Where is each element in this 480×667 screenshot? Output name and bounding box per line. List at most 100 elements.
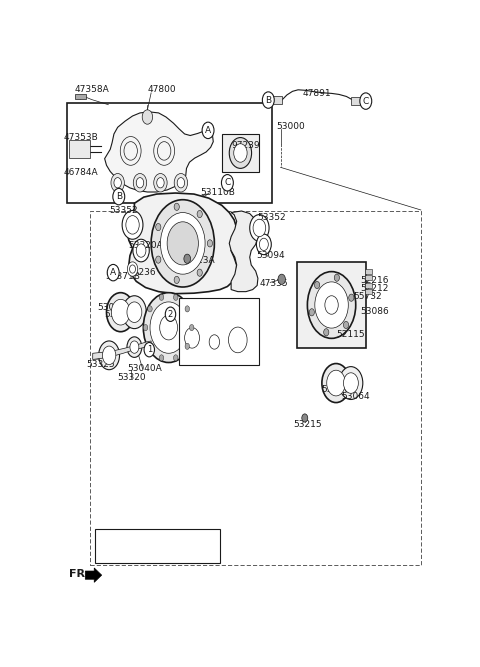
Polygon shape (85, 568, 102, 582)
Circle shape (229, 137, 252, 168)
Circle shape (223, 319, 252, 360)
Bar (67, 103, 272, 203)
Text: 1: 1 (147, 346, 152, 354)
Text: 53410: 53410 (206, 309, 235, 318)
Circle shape (107, 293, 135, 331)
Circle shape (142, 110, 153, 124)
Circle shape (321, 289, 343, 320)
Bar (351, 97, 362, 105)
Circle shape (253, 219, 266, 237)
Circle shape (221, 175, 233, 191)
Circle shape (177, 177, 185, 188)
Circle shape (234, 143, 247, 162)
Text: 47335: 47335 (260, 279, 288, 288)
Circle shape (99, 341, 120, 370)
Text: 47800: 47800 (148, 85, 177, 94)
Circle shape (344, 373, 359, 394)
Circle shape (127, 262, 138, 276)
Text: C: C (363, 97, 369, 105)
Circle shape (250, 215, 269, 241)
Text: A: A (205, 126, 211, 135)
Text: 47358A: 47358A (74, 85, 109, 94)
Circle shape (185, 344, 190, 350)
Circle shape (130, 265, 135, 273)
Text: C: C (224, 178, 230, 187)
Circle shape (327, 370, 345, 396)
Text: 53610C: 53610C (104, 310, 139, 319)
Text: 53325: 53325 (86, 360, 115, 369)
Circle shape (133, 239, 149, 262)
Bar (222, 134, 259, 173)
Text: 53086: 53086 (360, 307, 389, 315)
Text: 52216: 52216 (360, 276, 389, 285)
Circle shape (202, 122, 214, 139)
Circle shape (148, 305, 152, 312)
Text: 53320A: 53320A (128, 241, 163, 250)
Circle shape (160, 213, 205, 274)
Circle shape (144, 342, 155, 357)
Circle shape (263, 92, 274, 108)
Circle shape (159, 294, 164, 300)
Text: 53040A: 53040A (128, 364, 162, 373)
Circle shape (322, 364, 350, 403)
Bar (69, 140, 90, 158)
Circle shape (324, 329, 329, 336)
Circle shape (127, 302, 142, 322)
Text: FR.: FR. (69, 569, 90, 579)
Circle shape (111, 173, 124, 192)
Circle shape (160, 315, 178, 340)
Circle shape (259, 238, 268, 251)
Bar (179, 298, 259, 365)
Circle shape (207, 239, 213, 247)
Circle shape (209, 335, 219, 349)
Text: A: A (110, 268, 116, 277)
Bar (96, 530, 220, 563)
Circle shape (111, 299, 130, 325)
Circle shape (144, 293, 194, 363)
Circle shape (126, 215, 139, 234)
Circle shape (348, 294, 354, 301)
Bar (90, 211, 421, 566)
Circle shape (339, 367, 363, 400)
Circle shape (107, 264, 119, 281)
Text: 53352: 53352 (257, 213, 286, 222)
Circle shape (185, 327, 200, 348)
Circle shape (325, 295, 338, 314)
Text: 53110B: 53110B (201, 187, 236, 197)
Polygon shape (127, 193, 237, 293)
Bar (365, 283, 372, 288)
Circle shape (184, 254, 191, 263)
Text: 53320: 53320 (117, 374, 146, 382)
Text: 55732: 55732 (354, 292, 383, 301)
Text: 53352: 53352 (109, 206, 138, 215)
Text: 53000: 53000 (276, 122, 305, 131)
Bar (297, 262, 366, 348)
Bar (273, 97, 282, 103)
Circle shape (278, 274, 286, 284)
Circle shape (159, 355, 164, 361)
Text: 53236: 53236 (128, 267, 156, 277)
Circle shape (136, 177, 144, 188)
Bar (75, 94, 86, 99)
Circle shape (113, 188, 125, 205)
Text: 53064: 53064 (97, 303, 126, 311)
Circle shape (165, 307, 176, 321)
Circle shape (156, 223, 161, 231)
Circle shape (130, 341, 139, 354)
Circle shape (228, 327, 247, 353)
Text: 53371B: 53371B (105, 271, 140, 281)
Text: 52213A: 52213A (180, 256, 215, 265)
Text: 52212: 52212 (360, 284, 388, 293)
Circle shape (173, 294, 178, 300)
Circle shape (156, 256, 161, 263)
Circle shape (154, 173, 167, 192)
Circle shape (155, 308, 183, 347)
Circle shape (174, 173, 188, 192)
Text: 53064: 53064 (341, 392, 370, 401)
Circle shape (102, 346, 116, 365)
Text: 53215: 53215 (293, 420, 322, 429)
Text: 52115: 52115 (336, 330, 365, 340)
Circle shape (314, 281, 320, 289)
Circle shape (174, 276, 180, 283)
Circle shape (334, 274, 339, 281)
